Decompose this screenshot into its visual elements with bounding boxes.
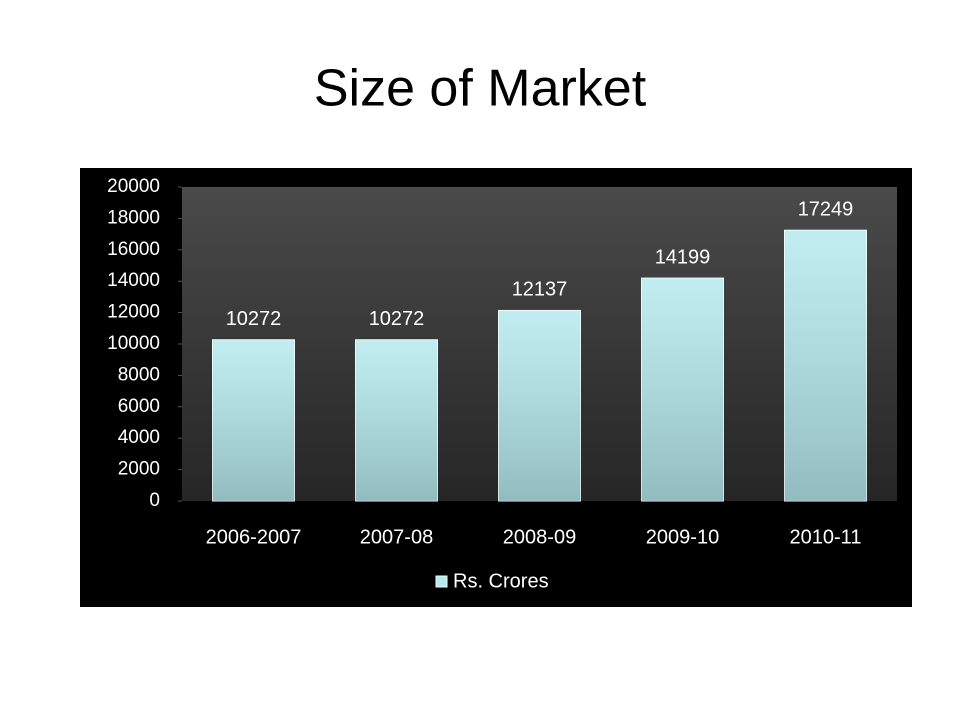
bar-shade [641, 278, 724, 501]
data-label: 14199 [655, 246, 711, 268]
data-label: 12137 [512, 279, 568, 301]
y-tick-label: 2000 [118, 459, 160, 480]
data-label: 17249 [798, 198, 854, 220]
y-tick-label: 4000 [118, 427, 160, 448]
y-tick-label: 16000 [107, 239, 160, 260]
y-tick-label: 6000 [118, 396, 160, 417]
bar-shade [784, 230, 867, 501]
y-tick-label: 8000 [118, 364, 160, 385]
bar-shade [355, 339, 438, 501]
x-tick-label: 2009-10 [646, 526, 719, 548]
bar-shade [212, 339, 295, 501]
y-tick-label: 10000 [107, 333, 160, 354]
bar-shade [498, 310, 581, 501]
legend-swatch [435, 575, 448, 588]
chart-title: Size of Market [314, 60, 647, 118]
data-label: 10272 [226, 308, 282, 330]
legend-label: Rs. Crores [453, 570, 549, 592]
x-tick-label: 2007-08 [360, 526, 433, 548]
data-label: 10272 [369, 308, 425, 330]
y-tick-label: 20000 [107, 176, 160, 197]
y-tick-label: 18000 [107, 207, 160, 228]
x-tick-label: 2006-2007 [206, 526, 302, 548]
y-tick-label: 0 [149, 490, 160, 511]
x-tick-label: 2010-11 [790, 526, 862, 548]
x-tick-label: 2008-09 [503, 526, 576, 548]
y-tick-label: 14000 [107, 270, 160, 291]
y-tick-label: 12000 [107, 302, 160, 323]
